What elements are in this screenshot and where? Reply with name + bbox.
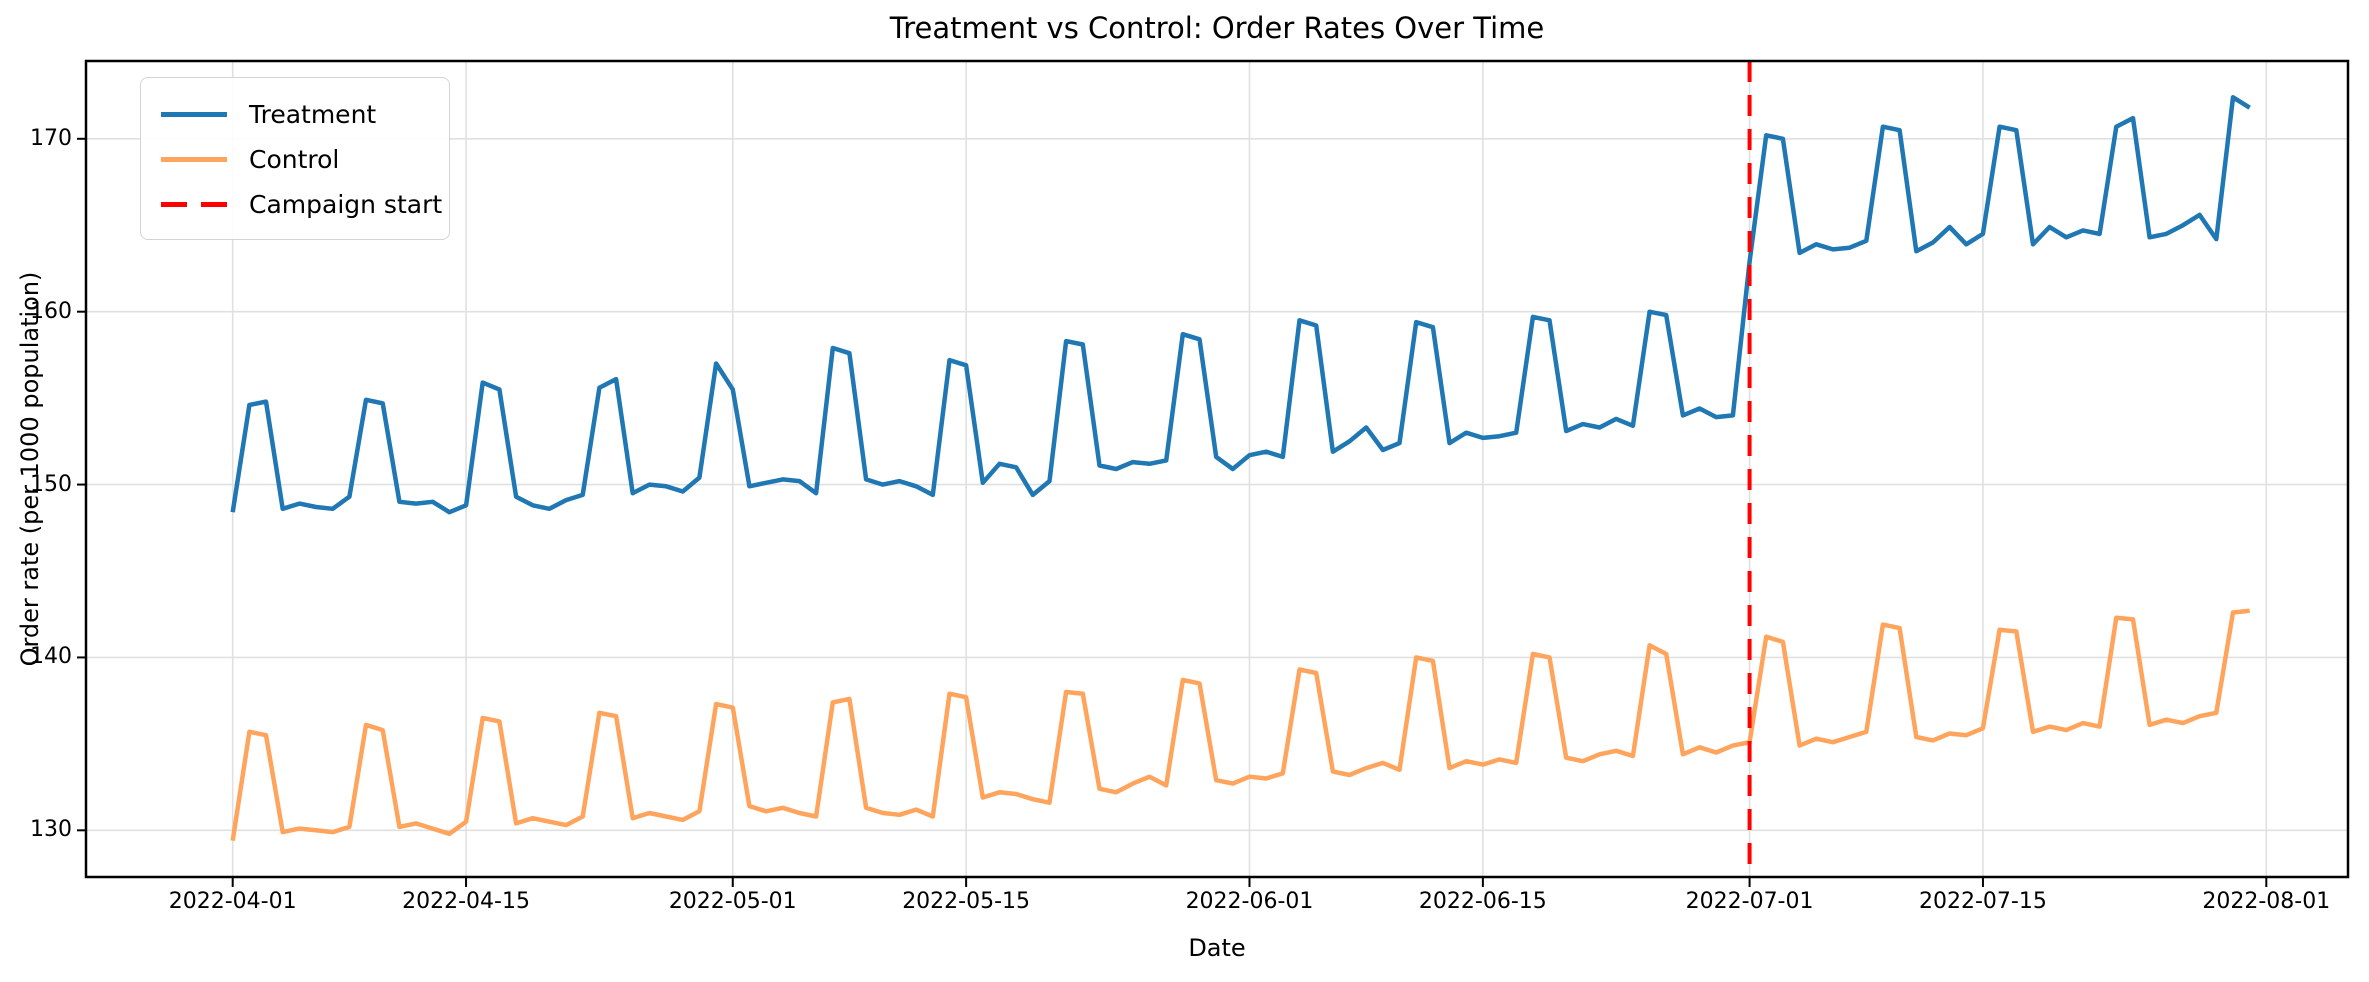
legend: Treatment Control Campaign start (140, 77, 450, 240)
x-tick-label: 2022-04-15 (402, 889, 530, 914)
campaign-start-line-sample (161, 202, 227, 207)
y-axis-label: Order rate (per 1000 population) (16, 271, 44, 667)
chart-title: Treatment vs Control: Order Rates Over T… (889, 11, 1545, 45)
control-line-sample (161, 157, 227, 162)
y-tick-label: 170 (30, 125, 72, 151)
x-tick-label: 2022-07-01 (1685, 889, 1814, 914)
x-tick-label: 2022-06-01 (1185, 889, 1314, 914)
y-tick-label: 140 (30, 644, 72, 670)
x-tick-label: 2022-05-15 (902, 889, 1031, 914)
x-tick-label: 2022-08-01 (2202, 889, 2331, 914)
legend-label-campaign-start: Campaign start (249, 190, 443, 219)
treatment-line-sample (161, 112, 227, 117)
x-axis-label: Date (1188, 934, 1246, 962)
legend-item-campaign-start: Campaign start (161, 182, 442, 227)
x-tick-label: 2022-07-15 (1919, 889, 2047, 914)
legend-item-control: Control (161, 137, 433, 182)
axes-spines (84, 59, 2350, 879)
control-line (230, 608, 2250, 842)
x-tick-label: 2022-04-01 (168, 889, 297, 914)
x-tick-label: 2022-05-01 (668, 889, 797, 914)
y-tick-label: 130 (30, 817, 72, 843)
legend-item-treatment: Treatment (161, 92, 433, 137)
treatment-line (230, 95, 2251, 515)
x-tick-label: 2022-06-15 (1418, 889, 1547, 914)
legend-label-control: Control (249, 145, 340, 174)
y-tick-label: 150 (30, 471, 72, 497)
legend-label-treatment: Treatment (249, 100, 377, 129)
y-tick-label: 160 (30, 298, 72, 324)
